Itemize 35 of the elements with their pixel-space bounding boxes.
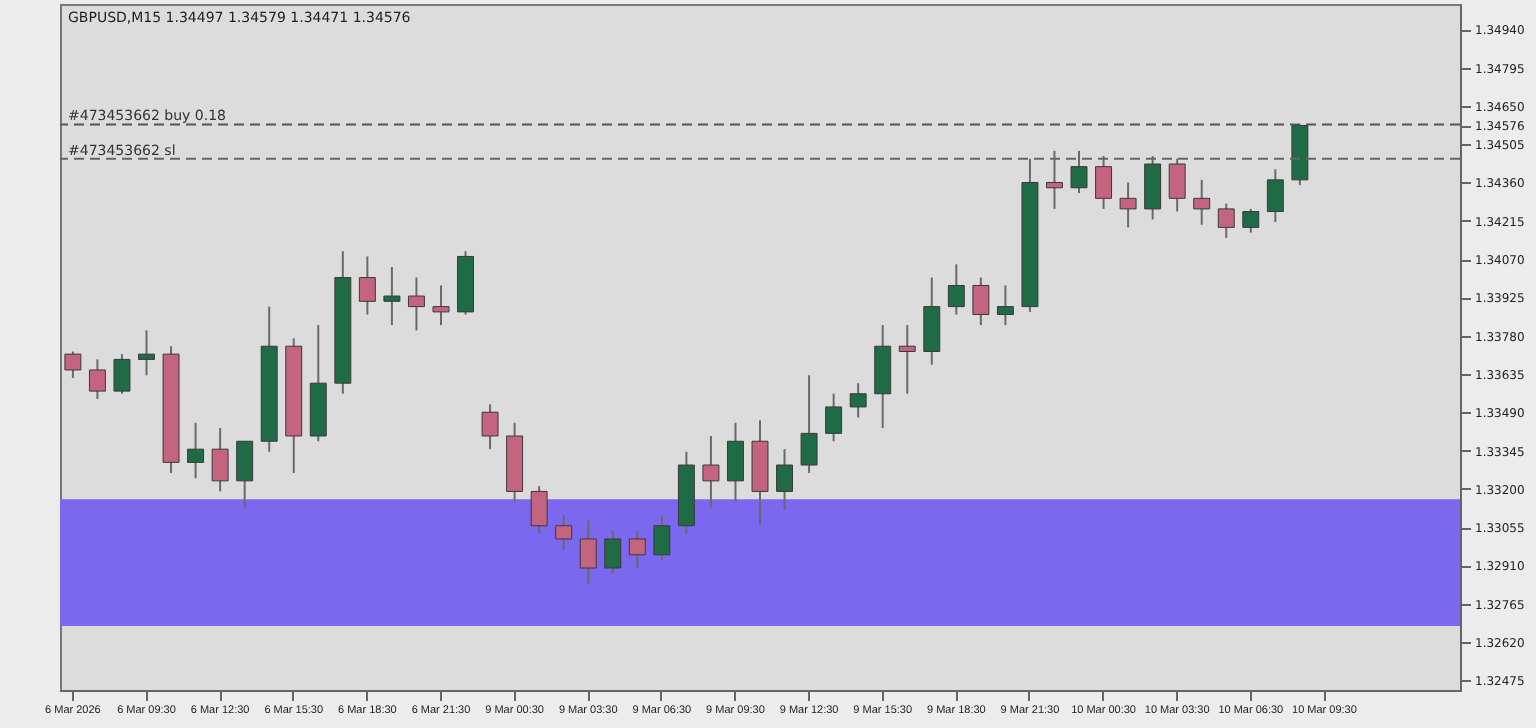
candlestick: [187, 421, 205, 480]
candlestick: [113, 353, 131, 395]
candlestick: [1242, 207, 1260, 234]
candlestick: [358, 255, 376, 316]
candlestick: [996, 284, 1014, 327]
candlestick: [972, 276, 990, 327]
candlestick: [923, 276, 941, 366]
candlestick: [236, 440, 254, 509]
candlestick: [1119, 181, 1137, 229]
candlestick: [407, 276, 425, 332]
candlestick: [64, 350, 82, 379]
candlestick: [481, 403, 499, 451]
candlestick: [702, 434, 720, 509]
candlestick: [776, 448, 794, 511]
candlestick: [555, 514, 573, 551]
candlestick: [383, 265, 401, 327]
candlestick: [726, 421, 744, 503]
candlestick: [628, 530, 646, 570]
candlestick: [138, 329, 155, 377]
candlestick: [800, 374, 818, 474]
candlestick: [1193, 178, 1211, 226]
candlestick: [947, 263, 965, 316]
candlestick: [1217, 202, 1235, 239]
candlestick: [825, 392, 843, 443]
candlestick: [604, 530, 622, 575]
candlestick: [898, 324, 916, 395]
candlestick: [211, 427, 229, 493]
candlestick: [432, 284, 450, 327]
candlestick: [874, 324, 892, 430]
candlestick: [849, 382, 867, 419]
candlestick: [88, 358, 106, 401]
candlestick: [1266, 168, 1284, 224]
candlestick: [653, 514, 671, 562]
candlestick: [530, 485, 548, 535]
candlestick: [579, 519, 597, 585]
